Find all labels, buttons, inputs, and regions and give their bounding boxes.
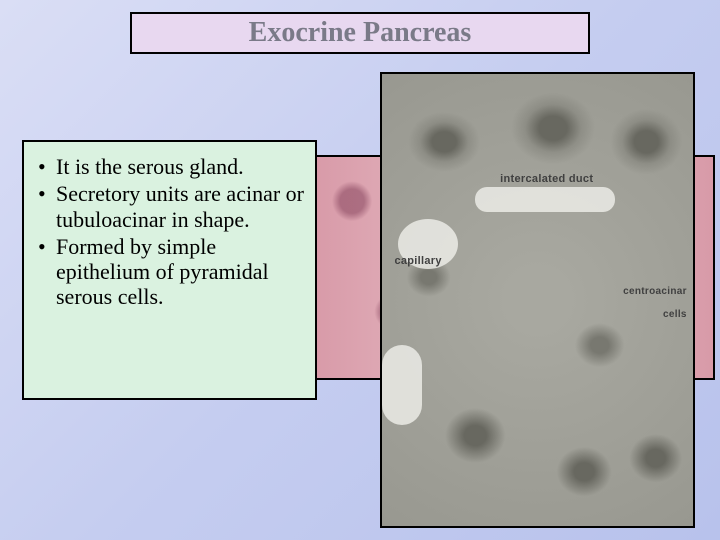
bullet-item: Formed by simple epithelium of pyramidal…: [34, 234, 305, 310]
bullet-text-box: It is the serous gland. Secretory units …: [22, 140, 317, 400]
em-label-centroacinar: centroacinar: [623, 286, 687, 297]
electron-micrograph-image: intercalated duct capillary centroacinar…: [380, 72, 695, 528]
bullet-list: It is the serous gland. Secretory units …: [34, 154, 305, 310]
title-box: Exocrine Pancreas: [130, 12, 590, 54]
em-label-intercalated-duct: intercalated duct: [500, 173, 593, 185]
em-label-centroacinar-cells: cells: [663, 309, 687, 320]
em-texture: intercalated duct capillary centroacinar…: [382, 74, 693, 526]
em-light-region: [382, 345, 422, 425]
bullet-item: Secretory units are acinar or tubuloacin…: [34, 181, 305, 232]
bullet-item: It is the serous gland.: [34, 154, 305, 179]
em-light-region: [475, 187, 615, 212]
em-label-capillary: capillary: [394, 255, 441, 267]
slide-title: Exocrine Pancreas: [249, 17, 472, 49]
